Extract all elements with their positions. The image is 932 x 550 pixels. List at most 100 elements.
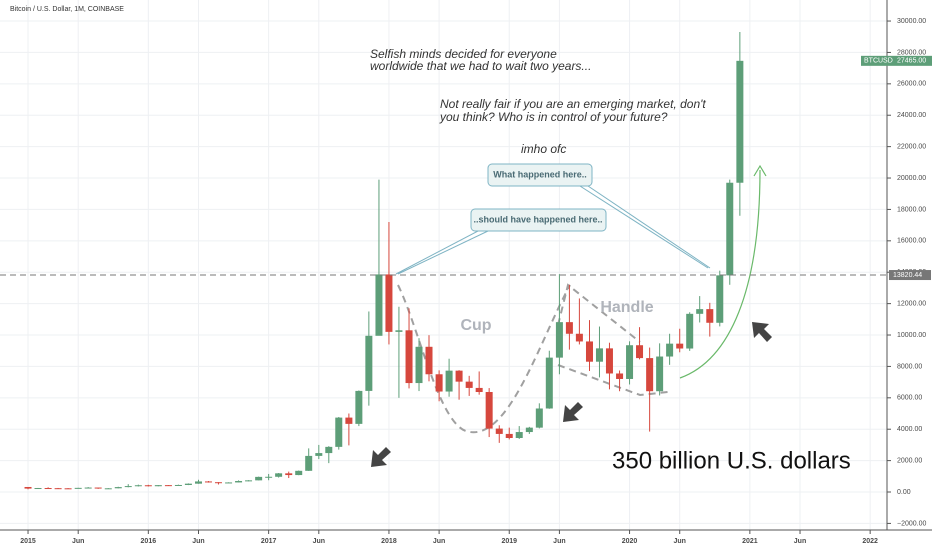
candle-body [455,370,463,382]
candle-body [626,345,634,379]
candle-body [716,275,724,323]
candle-body [255,476,263,481]
candle-body [345,417,353,424]
annotation: Handle [600,299,653,316]
y-tick-label: 30000.00 [897,18,926,25]
y-tick-label: 20000.00 [897,175,926,182]
candle-body [64,488,72,490]
candle-body [245,480,253,482]
y-tick-label: 18000.00 [897,206,926,213]
y-tick-label: 10000.00 [897,332,926,339]
candle-body [485,392,493,429]
x-tick-label: 2020 [622,538,638,545]
candle-body [275,473,283,477]
candle-body [405,330,413,384]
cup-curve [397,284,571,434]
candle-body [686,313,694,349]
candle-body [696,309,704,314]
x-tick-label: 2016 [141,538,157,545]
candle-body [164,485,172,487]
candle-body [285,473,293,476]
price-label-box [861,55,932,66]
annotation: Selfish minds decided for everyone [370,47,557,61]
candle-body [375,274,383,336]
x-tick-label: Jun [72,538,84,545]
y-tick-label: 26000.00 [897,81,926,88]
candle-body [706,309,714,323]
x-tick-label: 2022 [862,538,878,545]
candle-body [585,341,593,362]
candle-body [34,488,42,490]
candle-body [535,408,543,428]
candle-body [656,356,664,392]
y-tick-label: 0.00 [897,489,911,496]
candle-body [44,488,52,490]
candle-body [84,487,92,489]
candle-body [616,373,624,379]
candle-body [24,486,32,489]
candle-body [195,481,203,484]
candle-body [74,487,82,489]
annotation: imho ofc [521,142,566,156]
candle-body [114,487,122,489]
candle-body [676,343,684,349]
level-label: 13820.44 [893,272,922,279]
price-label-value: 27465.00 [897,58,926,65]
candle-body [495,428,503,434]
candle-body [124,486,132,488]
y-tick-label: 22000.00 [897,143,926,150]
candle-body [465,381,473,388]
candles [24,32,744,490]
candle-body [315,453,323,456]
candle-body [365,335,373,391]
x-tick-label: Jun [192,538,204,545]
candle-body [325,446,333,454]
candle-body [435,374,443,392]
handle-top [557,283,641,343]
candle-body [174,484,182,486]
annotation: you think? Who is in control of your fut… [439,110,668,124]
candle-body [395,330,403,332]
candle-body [355,390,363,424]
candle-body [305,455,313,471]
projection-arrowhead [753,164,767,177]
callout-text: What happened here.. [493,169,587,179]
y-tick-label: 16000.00 [897,238,926,245]
candle-body [515,432,523,439]
candle-body [104,488,112,490]
x-tick-label: 2021 [742,538,758,545]
arrow-icon [752,322,772,342]
y-tick-label: −2000.00 [897,520,926,527]
candle-body [204,481,212,483]
axes: 30000.00 28000.00 26000.00 24000.00 22000.00… [0,18,932,545]
candle-body [736,60,744,183]
pattern-drawings [397,283,669,434]
candle-body [555,322,563,358]
candle-body [636,345,644,359]
candle-body [225,482,233,484]
candle-body [726,182,734,276]
projection-curve [679,169,761,379]
candle-body [295,470,303,476]
x-tick-label: 2017 [261,538,277,545]
candle-body [475,387,483,393]
y-tick-label: 6000.00 [897,395,922,402]
candle-body [385,274,393,332]
x-tick-label: 2015 [20,538,36,545]
candle-body [605,348,613,374]
candle-body [415,346,423,384]
annotation: 350 billion U.S. dollars [612,447,851,474]
candle-body [425,346,433,375]
x-tick-label: Jun [433,538,445,545]
candle-body [666,343,674,357]
callout-box [487,163,593,187]
candle-body [595,348,603,362]
candle-body [134,485,142,487]
handle-bottom [557,364,669,397]
arrow-icon [371,447,391,467]
candle-body [575,333,583,342]
candle-body [445,370,453,392]
annotation: Not really fair if you are an emerging m… [440,97,706,111]
candle-body [525,427,533,433]
